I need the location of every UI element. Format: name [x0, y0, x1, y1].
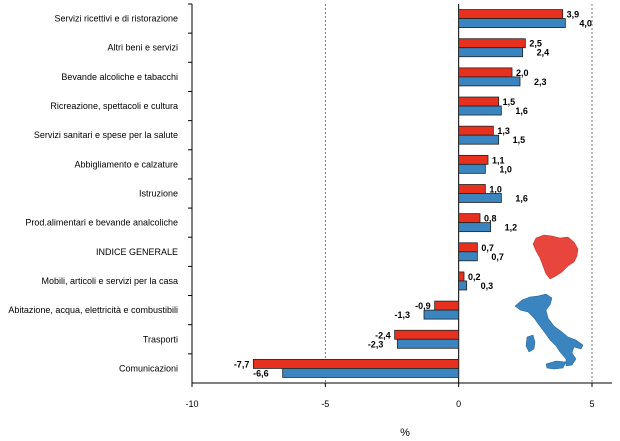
- data-label: 0,8: [484, 214, 497, 224]
- category-label: Servizi sanitari e spese per la salute: [34, 130, 178, 140]
- bar-series-1: [458, 271, 465, 282]
- category-label: Prod.alimentari e bevande analcoliche: [25, 218, 178, 228]
- bar-series-1: [458, 38, 526, 49]
- bar-series-2: [458, 280, 468, 291]
- category-label: Mobili, articoli e servizi per la casa: [41, 276, 178, 286]
- bar-series-2: [423, 309, 460, 320]
- data-label: 1,5: [503, 97, 516, 107]
- data-label: 1,2: [505, 223, 518, 233]
- data-label: 2,0: [516, 68, 529, 78]
- sicily-map-icon: [545, 360, 567, 370]
- data-label: 0,3: [481, 281, 494, 291]
- data-label: -1,3: [394, 310, 410, 320]
- category-label: Altri beni e servizi: [107, 43, 178, 53]
- category-label: Abitazione, acqua, elettricità e combust…: [8, 305, 178, 315]
- data-label: 0,7: [491, 252, 504, 262]
- bar-series-2: [458, 76, 521, 87]
- inset-maps: [514, 234, 584, 370]
- category-label: Abbigliamento e calzature: [74, 159, 178, 169]
- tuscany-map-icon: [532, 234, 579, 280]
- bar-series-1: [252, 359, 460, 369]
- bar-series-1: [458, 125, 494, 136]
- data-label: 1,6: [515, 194, 528, 204]
- x-ticks: -10 -5 0 5: [185, 383, 595, 409]
- italy-map-icon: [514, 293, 584, 367]
- category-label: Comunicazioni: [119, 363, 178, 373]
- x-axis-title: %: [400, 427, 410, 439]
- value-labels: 3,94,02,52,42,02,31,51,61,31,51,11,01,01…: [234, 10, 592, 379]
- bar-series-1: [458, 242, 478, 253]
- data-label: 0,7: [481, 243, 494, 253]
- bar-series-2: [282, 368, 460, 378]
- category-labels: Servizi ricettivi e di ristorazione Altri…: [8, 3, 192, 373]
- sardinia-map-icon: [525, 334, 536, 353]
- bar-series-1: [434, 300, 460, 311]
- bar-series-2: [458, 47, 524, 58]
- x-tick-label: 5: [589, 399, 594, 409]
- bar-series-1: [458, 184, 486, 194]
- bar-series-2: [458, 251, 478, 262]
- data-label: 1,0: [489, 185, 502, 195]
- bar-series-2: [458, 105, 502, 116]
- bar-series-1: [458, 154, 489, 165]
- data-label: 3,9: [567, 10, 580, 20]
- bar-series-2: [396, 338, 460, 349]
- category-label: Ricreazione, spettacoli e cultura: [50, 101, 178, 111]
- bar-series-2: [458, 134, 500, 145]
- data-label: 2,3: [534, 77, 547, 87]
- bar-series-1: [458, 213, 481, 224]
- bar-series-1: [394, 329, 460, 340]
- data-label: -6,6: [253, 368, 269, 378]
- bar-series-2: [458, 222, 492, 233]
- data-label: -7,7: [234, 359, 250, 369]
- bar-series-1: [458, 9, 564, 19]
- category-label: INDICE GENERALE: [96, 247, 178, 257]
- x-tick-label: 0: [456, 399, 461, 409]
- x-tick-label: -5: [321, 399, 329, 409]
- bar-series-1: [458, 67, 513, 78]
- category-label: Trasporti: [143, 334, 178, 344]
- bar-series-2: [458, 193, 502, 203]
- bars-group: [252, 9, 566, 378]
- category-label: Bevande alcoliche e tabacchi: [61, 72, 178, 82]
- category-label: Istruzione: [139, 189, 178, 199]
- data-label: 0,2: [468, 272, 481, 282]
- bar-series-2: [458, 18, 566, 28]
- data-label: 2,5: [529, 39, 542, 49]
- data-label: 1,6: [515, 106, 528, 116]
- bar-series-2: [458, 163, 486, 174]
- data-label: -0,9: [415, 301, 431, 311]
- category-label: Servizi ricettivi e di ristorazione: [54, 14, 178, 24]
- data-label: 1,3: [497, 126, 510, 136]
- data-label: 1,0: [499, 164, 512, 174]
- data-label: 1,5: [513, 135, 526, 145]
- data-label: -2,4: [375, 330, 391, 340]
- data-label: 1,1: [492, 155, 505, 165]
- x-tick-label: -10: [185, 399, 198, 409]
- data-label: 2,4: [537, 48, 550, 58]
- data-label: -2,3: [368, 339, 384, 349]
- data-label: 4,0: [579, 19, 592, 29]
- bar-series-1: [458, 96, 500, 107]
